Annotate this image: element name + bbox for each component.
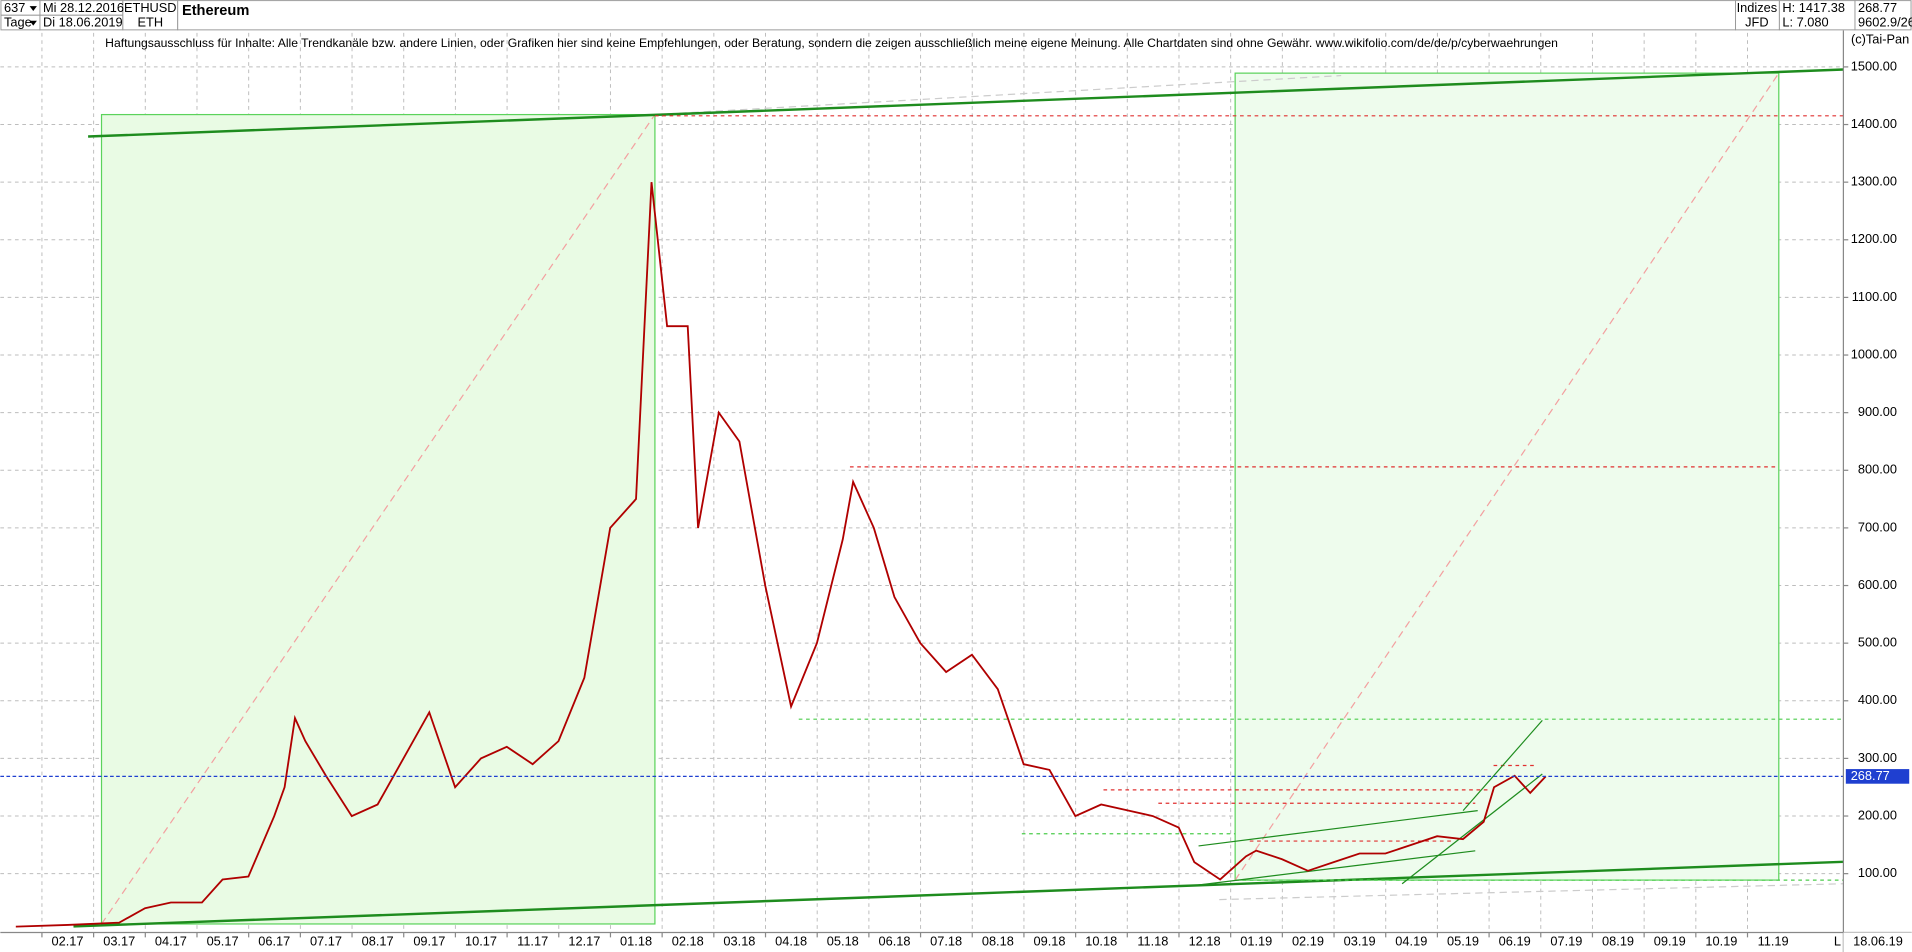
plot — [0, 182, 1844, 928]
y-tick-label: 500.00 — [1858, 635, 1897, 650]
x-tick-label: 03.17 — [103, 934, 135, 949]
x-tick-label: 04.19 — [1395, 934, 1427, 949]
symbol: ETHUSD — [124, 0, 177, 15]
y-tick-label: 1300.00 — [1851, 174, 1897, 189]
trend-line — [73, 860, 1844, 928]
x-tick-label: 05.19 — [1447, 934, 1479, 949]
disclaimer: Haftungsausschluss für Inhalte: Alle Tre… — [105, 36, 1558, 50]
extra: 9602.9/26 — [1858, 15, 1912, 30]
exchange: JFD — [1745, 15, 1768, 30]
y-tick-label: 200.00 — [1858, 807, 1897, 822]
y-tick-label: 600.00 — [1858, 577, 1897, 592]
x-tick-label: 01.18 — [620, 934, 652, 949]
x-tick-label: 08.17 — [362, 934, 394, 949]
scale-mode[interactable]: L — [1834, 934, 1841, 949]
channel-line — [1198, 809, 1478, 847]
trend-line — [88, 68, 1844, 138]
x-tick-label: 10.17 — [465, 934, 497, 949]
channel-line — [1401, 773, 1543, 885]
x-tick-label: 02.17 — [52, 934, 84, 949]
last-price-label: 268.77 — [1851, 768, 1890, 783]
x-tick-label: 05.17 — [207, 934, 239, 949]
x-tick-label: 07.18 — [930, 934, 962, 949]
y-tick-label: 800.00 — [1858, 462, 1897, 477]
x-tick-label: 12.18 — [1189, 934, 1221, 949]
x-tick-label: 10.18 — [1085, 934, 1117, 949]
instrument-name: Ethereum — [182, 3, 249, 19]
drawings — [73, 68, 1844, 928]
end-date-label: 18.06.19 — [1853, 934, 1903, 949]
x-tick-label: 06.18 — [878, 934, 910, 949]
x-tick-label: 04.18 — [775, 934, 807, 949]
dashed-line — [654, 74, 1342, 116]
end-date: Di 18.06.2019 — [43, 15, 123, 30]
symbol-box — [122, 0, 179, 31]
x-tick-label: 06.19 — [1499, 934, 1531, 949]
low: L: 7.080 — [1782, 15, 1828, 30]
last-box — [1854, 0, 1912, 31]
x-tick-label: 03.19 — [1344, 934, 1376, 949]
ticker: ETH — [137, 15, 163, 30]
copyright: (c)Tai-Pan — [1851, 32, 1909, 47]
y-tick-label: 100.00 — [1858, 865, 1897, 880]
x-tick-label: 09.17 — [413, 934, 445, 949]
name-box — [177, 0, 1737, 31]
y-tick-label: 1400.00 — [1851, 116, 1897, 131]
x-tick-label: 09.19 — [1654, 934, 1686, 949]
x-tick-label: 08.19 — [1602, 934, 1634, 949]
count[interactable]: 637 — [4, 0, 25, 15]
y-tick-label: 1000.00 — [1851, 346, 1897, 361]
zone-box — [1234, 72, 1780, 881]
x-tick-label: 11.19 — [1758, 934, 1789, 949]
y-tick-label: 1200.00 — [1851, 231, 1897, 246]
price-line — [15, 182, 1547, 928]
x-tick-label: 08.18 — [982, 934, 1014, 949]
x-tick-label: 10.19 — [1705, 934, 1737, 949]
y-tick-label: 400.00 — [1858, 692, 1897, 707]
x-tick-label: 07.19 — [1550, 934, 1582, 949]
corner — [1843, 932, 1912, 952]
diagonal — [101, 114, 656, 925]
x-tick-label: 01.19 — [1240, 934, 1272, 949]
dropdown-arrow[interactable] — [29, 20, 37, 26]
x-tick-label: 11.18 — [1137, 934, 1168, 949]
period[interactable]: Tage — [4, 15, 32, 30]
y-tick-label: 900.00 — [1858, 404, 1897, 419]
hl-box — [1778, 0, 1856, 31]
x-tick-label: 04.17 — [155, 934, 187, 949]
x-tick-label: 02.18 — [672, 934, 704, 949]
last-price-marker — [1845, 769, 1910, 784]
channel-line — [1198, 850, 1476, 886]
x-tick-label: 02.19 — [1292, 934, 1324, 949]
diagonal — [1234, 72, 1780, 881]
y-tick-label: 1100.00 — [1852, 289, 1897, 304]
start-date: Mi 28.12.2016 — [43, 0, 124, 15]
header: 637 Tage Mi 28.12.2016 Di 18.06.2019 ETH… — [0, 0, 1912, 31]
x-tick-label: 11.17 — [517, 934, 548, 949]
x-tick-label: 09.18 — [1034, 934, 1066, 949]
channel-line — [1462, 719, 1543, 812]
dashed-line — [1219, 883, 1844, 901]
high: H: 1417.38 — [1782, 0, 1845, 15]
group: Indizes — [1737, 0, 1778, 15]
x-tick-label: 05.18 — [827, 934, 859, 949]
x-tick-label: 03.18 — [723, 934, 755, 949]
x-tick-label: 07.17 — [310, 934, 342, 949]
x-tick-label: 12.17 — [568, 934, 600, 949]
dropdown-arrow[interactable] — [29, 6, 37, 11]
x-tick-label: 06.17 — [258, 934, 290, 949]
last: 268.77 — [1858, 0, 1897, 15]
y-tick-label: 700.00 — [1858, 519, 1897, 534]
y-tick-label: 1500.00 — [1851, 58, 1897, 73]
y-tick-label: 300.00 — [1858, 750, 1897, 765]
